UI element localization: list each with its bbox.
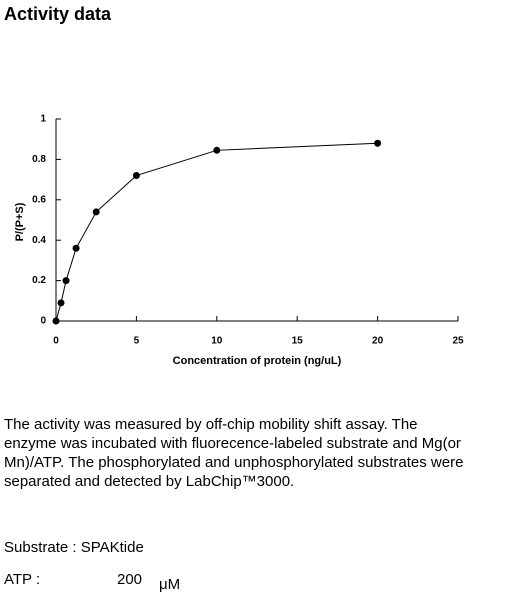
x-tick-label: 15 (292, 336, 304, 347)
data-line (55, 142, 378, 322)
data-point (57, 299, 65, 307)
data-point (62, 277, 70, 285)
x-tick-label: 20 (372, 336, 384, 347)
paragraph-line: separated and detected by LabChip™3000. (4, 473, 294, 490)
atp-value: 200 (117, 571, 142, 588)
x-tick-label: 0 (53, 336, 59, 347)
atp-label: ATP : (4, 571, 40, 588)
x-tick-label: 5 (134, 336, 140, 347)
atp-unit: μM (159, 576, 180, 593)
paragraph-line: The activity was measured by off-chip mo… (4, 416, 418, 433)
y-tick-label: 0.4 (32, 235, 46, 246)
y-tick-label: 0.2 (32, 275, 46, 286)
data-point (213, 146, 221, 154)
x-tick-label: 25 (452, 336, 464, 347)
y-axis-label: P/(P+S) (14, 202, 26, 241)
y-tick-label: 0.6 (32, 194, 46, 205)
data-point (92, 208, 100, 216)
x-tick-label: 10 (211, 336, 223, 347)
data-point (374, 139, 382, 147)
data-point (132, 172, 140, 180)
paragraph-line: Mn)/ATP. The phosphorylated and unphosph… (4, 454, 463, 471)
data-point (52, 317, 60, 325)
paragraph-line: enzyme was incubated with fluorecence-la… (4, 435, 461, 452)
y-tick-label: 1 (40, 114, 46, 125)
x-axis-label: Concentration of protein (ng/uL) (173, 355, 342, 367)
y-tick-label: 0.8 (32, 154, 46, 165)
title: Activity data (4, 4, 112, 24)
y-tick-label: 0 (40, 316, 46, 327)
substrate: Substrate : SPAKtide (4, 539, 144, 556)
data-point (72, 244, 80, 252)
